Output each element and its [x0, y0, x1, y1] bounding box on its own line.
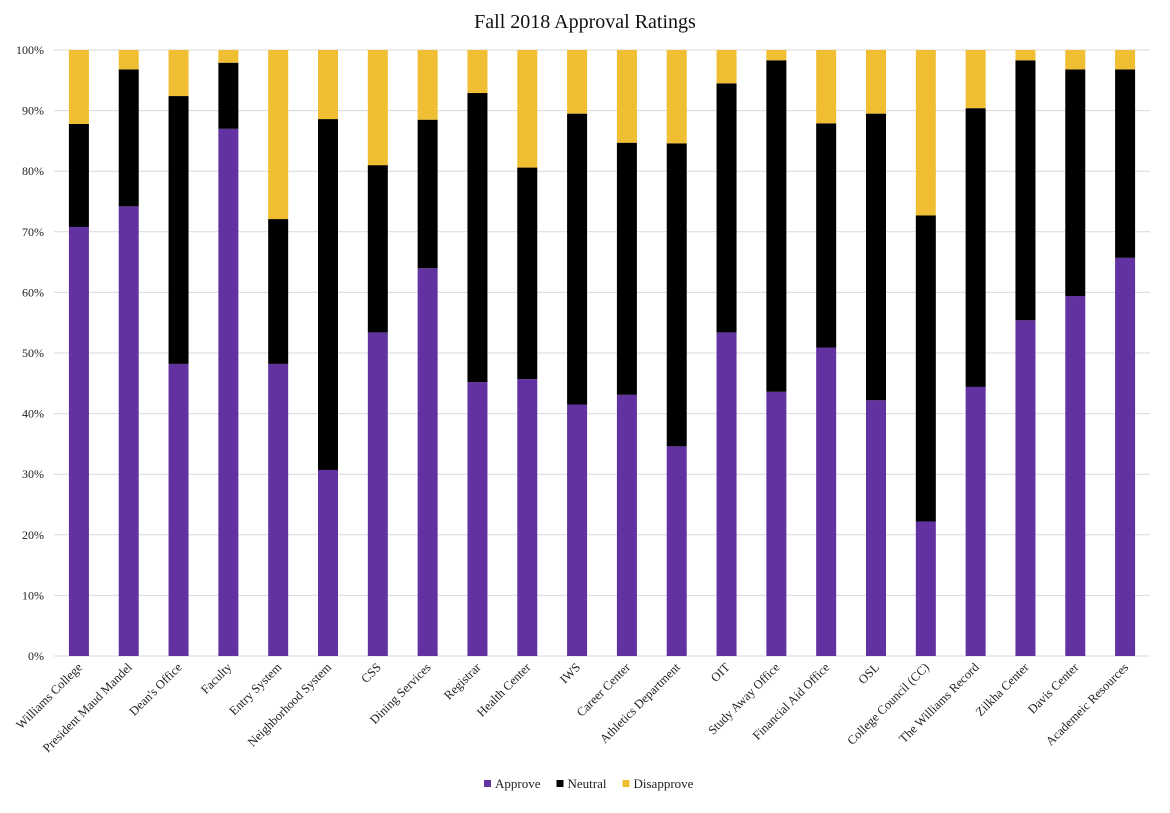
bar-segment-approve [517, 379, 538, 656]
legend-swatch-disapprove [622, 780, 630, 787]
bar-segment-approve [68, 226, 89, 656]
y-tick-label: 40% [22, 407, 44, 421]
bar-segment-neutral [915, 215, 936, 522]
chart-title: Fall 2018 Approval Ratings [474, 11, 696, 33]
bar-segment-disapprove [965, 50, 986, 109]
bar-segment-neutral [1065, 69, 1086, 297]
y-tick-label: 90% [22, 104, 44, 118]
legend-label-disapprove: Disapprove [633, 776, 693, 791]
bar-segment-disapprove [417, 50, 438, 120]
bar-segment-neutral [866, 113, 886, 401]
bar-segment-approve [118, 206, 139, 656]
bar-segment-disapprove [168, 50, 189, 97]
bar-segment-neutral [218, 62, 239, 129]
bar-segment-disapprove [866, 50, 886, 114]
bar-segment-approve [1065, 296, 1086, 656]
bar-segment-neutral [168, 96, 189, 364]
bar-segment-neutral [666, 143, 687, 447]
bar-segment-approve [1015, 320, 1036, 656]
bar-segment-neutral [766, 60, 787, 392]
bar-segment-disapprove [716, 50, 737, 84]
legend-label-approve: Approve [495, 776, 541, 791]
bar-segment-neutral [467, 93, 488, 383]
bar-segment-neutral [716, 83, 737, 333]
bar-segment-approve [766, 391, 787, 656]
y-tick-label: 70% [22, 225, 44, 239]
y-tick-label: 80% [22, 164, 44, 178]
legend-label-neutral: Neutral [568, 776, 607, 791]
y-tick-label: 30% [22, 467, 44, 481]
bar-segment-disapprove [367, 50, 388, 166]
bar-segment-disapprove [816, 50, 837, 124]
bar-segment-disapprove [915, 50, 936, 216]
bar-segment-approve [268, 363, 289, 656]
bar-segment-approve [866, 400, 886, 656]
bar-segment-neutral [118, 69, 139, 207]
bar-segment-neutral [616, 142, 637, 395]
y-tick-label: 10% [22, 588, 44, 602]
bar-segment-neutral [268, 219, 289, 364]
bar-segment-approve [417, 268, 438, 656]
bar-segment-neutral [1015, 60, 1036, 321]
bar-segment-approve [666, 446, 687, 656]
bar-segment-disapprove [467, 50, 488, 94]
bar-segment-approve [915, 521, 936, 656]
legend: Approve Neutral Disapprove [484, 776, 694, 791]
bar-segment-neutral [318, 119, 338, 470]
y-tick-label: 60% [22, 285, 44, 299]
legend-swatch-approve [484, 780, 491, 787]
bar-segment-approve [965, 386, 986, 656]
bar-segment-neutral [965, 108, 986, 387]
bar-segment-disapprove [1015, 50, 1036, 61]
legend-swatch-neutral [556, 780, 564, 787]
y-tick-label: 50% [22, 346, 44, 360]
bar-segment-approve [1115, 257, 1136, 656]
bar-segment-disapprove [218, 50, 239, 63]
y-tick-label: 0% [28, 649, 44, 663]
bar-segment-disapprove [666, 50, 687, 144]
y-tick-label: 100% [16, 43, 44, 57]
bar-segment-disapprove [567, 50, 588, 114]
y-tick-label: 20% [22, 528, 44, 542]
bar-segment-approve [716, 332, 737, 656]
bar-segment-disapprove [766, 50, 787, 61]
bar-segment-neutral [367, 165, 388, 333]
bar-segment-disapprove [68, 50, 89, 124]
bar-segment-approve [218, 128, 239, 656]
bar-segment-disapprove [517, 50, 538, 168]
y-axis-tick-labels: 0% 10% 20% 30% 40% 50% 60% 70% 80% 90% 100% [16, 43, 44, 663]
bar-segment-approve [567, 404, 588, 656]
bar-segment-disapprove [268, 50, 289, 220]
bar-segment-approve [367, 332, 388, 656]
bar-segment-approve [467, 382, 488, 656]
bar-segment-neutral [517, 167, 538, 380]
bar-segment-disapprove [118, 50, 139, 70]
bar-segment-approve [816, 347, 837, 656]
bars [68, 50, 1136, 656]
bar-segment-disapprove [616, 50, 637, 143]
bar-segment-neutral [68, 123, 89, 227]
bar-segment-approve [616, 394, 637, 656]
bar-segment-disapprove [1065, 50, 1086, 70]
bar-segment-neutral [417, 119, 438, 269]
bar-segment-approve [318, 469, 338, 656]
bar-segment-approve [168, 363, 189, 656]
bar-segment-neutral [567, 113, 588, 405]
bar-segment-neutral [816, 123, 837, 348]
bar-segment-disapprove [318, 50, 338, 120]
bar-segment-disapprove [1115, 50, 1136, 70]
bar-segment-neutral [1115, 69, 1136, 258]
